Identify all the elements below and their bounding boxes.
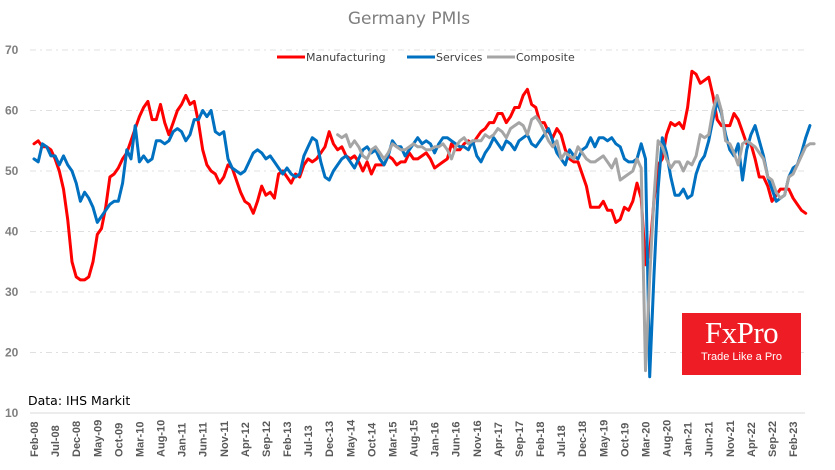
x-tick-label: Jun-21 — [704, 422, 716, 457]
x-tick-label: Aug-10 — [156, 420, 168, 457]
x-tick-label: Aug-20 — [662, 420, 674, 457]
logo-tagline: Trade Like a Pro — [701, 351, 782, 363]
y-tick-label: 70 — [5, 43, 19, 57]
y-tick-label: 10 — [5, 406, 19, 420]
x-tick-label: Jul-13 — [303, 425, 315, 457]
x-tick-label: Nov-11 — [219, 421, 231, 457]
x-tick-label: May-09 — [92, 420, 104, 457]
source-note: Data: IHS Markit — [28, 393, 130, 408]
x-tick-label: Aug-15 — [409, 420, 421, 457]
series-line-services — [32, 99, 812, 379]
x-tick-label: Feb-23 — [788, 422, 800, 457]
x-tick-label: Feb-18 — [535, 422, 547, 457]
x-tick-label: Apr-22 — [746, 422, 758, 457]
x-tick-label: Jun-16 — [451, 422, 463, 457]
x-tick-label: Jun-11 — [198, 422, 210, 457]
x-tick-label: Nov-21 — [725, 420, 737, 457]
x-tick-label: Jul-08 — [50, 425, 62, 457]
chart-title: Germany PMIs — [348, 9, 470, 29]
y-tick-label: 40 — [5, 225, 19, 239]
x-tick-label: Dec-13 — [324, 421, 336, 457]
x-tick-label: Sep-17 — [514, 421, 526, 457]
x-tick-label: Sep-12 — [261, 421, 273, 457]
fxpro-logo: FxPro Trade Like a Pro — [682, 313, 801, 375]
y-tick-label: 60 — [5, 104, 19, 118]
x-tick-label: Oct-19 — [619, 423, 631, 457]
x-tick-label: Feb-13 — [282, 422, 294, 457]
series-line-manufacturing — [32, 69, 808, 282]
x-tick-label: Oct-14 — [366, 422, 378, 457]
gridlines — [30, 49, 805, 414]
x-tick-label: Jan-21 — [683, 422, 695, 457]
x-tick-label: Dec-08 — [71, 421, 83, 457]
series-line-composite — [336, 93, 816, 373]
x-tick-label: Feb-08 — [29, 422, 41, 457]
x-tick-label: Apr-17 — [493, 422, 505, 457]
legend-label-composite: Composite — [516, 51, 575, 64]
x-tick-label: Mar-20 — [640, 422, 652, 457]
x-tick-label: May-19 — [598, 420, 610, 457]
x-tick-label: Jan-16 — [430, 422, 442, 457]
y-tick-label: 50 — [5, 164, 19, 178]
x-tick-label: Mar-10 — [134, 422, 146, 457]
x-tick-label: Nov-16 — [472, 420, 484, 457]
x-tick-label: Jan-11 — [177, 423, 189, 457]
y-tick-label: 30 — [5, 285, 19, 299]
series-lines — [32, 69, 816, 379]
x-tick-label: Jul-18 — [556, 425, 568, 457]
x-tick-label: Dec-18 — [577, 421, 589, 457]
x-tick-label: Sep-22 — [767, 421, 779, 457]
y-axis: 10 20 30 40 50 60 70 — [5, 43, 19, 420]
x-tick-label: Mar-15 — [387, 422, 399, 457]
logo-brand: FxPro — [704, 315, 779, 350]
legend-label-services: Services — [436, 51, 483, 64]
x-axis: Feb-08 Jul-08 Dec-08 May-09 Oct-09 Mar-10 Aug-… — [29, 419, 800, 457]
x-tick-label: Apr-12 — [240, 422, 252, 457]
legend-label-manufacturing: Manufacturing — [306, 51, 386, 64]
legend: Manufacturing Services Composite — [277, 51, 575, 64]
x-tick-label: May-14 — [345, 419, 357, 457]
y-tick-label: 20 — [5, 346, 19, 360]
x-tick-label: Oct-09 — [113, 423, 125, 457]
